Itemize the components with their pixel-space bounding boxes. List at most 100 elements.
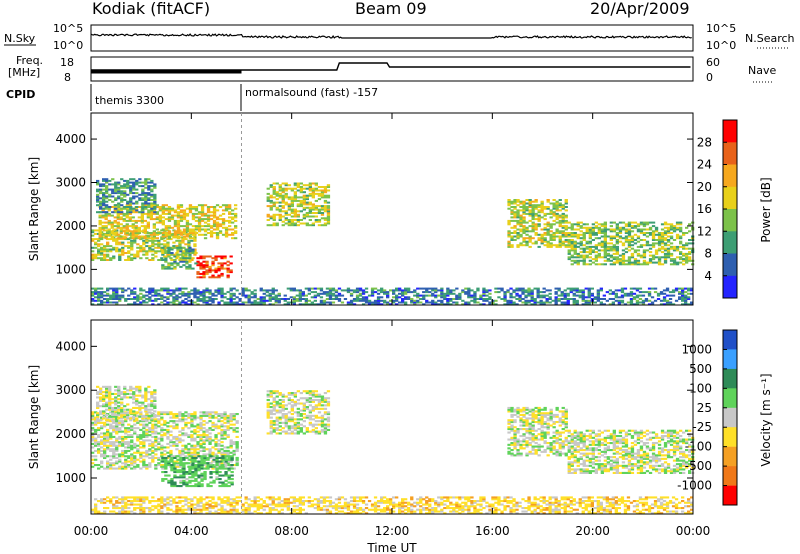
power-cell [621, 221, 626, 224]
velocity-cell [91, 458, 95, 461]
velocity-cell [105, 391, 109, 394]
velocity-cell [208, 449, 212, 452]
power-cell [588, 233, 592, 236]
velocity-cell [106, 448, 110, 451]
velocity-cell [191, 476, 195, 479]
power-cell [648, 226, 653, 229]
power-cell [380, 289, 384, 292]
power-cell [191, 212, 196, 215]
power-cell [105, 188, 109, 191]
power-cell [290, 215, 294, 218]
power-cell [97, 243, 101, 246]
power-cell [215, 223, 220, 226]
power-cell [561, 230, 565, 233]
power-cell [657, 259, 662, 262]
velocity-cell [121, 453, 125, 456]
power-cell [185, 228, 190, 231]
power-cell [395, 303, 399, 306]
velocity-cell [232, 441, 236, 444]
power-cell [137, 216, 141, 219]
power-cell [212, 219, 217, 222]
power-cell [99, 197, 103, 200]
power-cell [132, 195, 136, 198]
power-cell [464, 291, 468, 294]
power-cell [166, 292, 170, 295]
power-cell [540, 206, 544, 208]
cpid-themis-label: themis 3300 [95, 94, 164, 107]
power-cell [176, 262, 180, 265]
power-cell [386, 294, 390, 297]
power-cell [302, 222, 306, 225]
power-cell [593, 298, 597, 300]
power-cell [458, 294, 462, 297]
power-cell [516, 199, 520, 201]
power-cell [546, 223, 550, 226]
power-cell [256, 298, 260, 300]
velocity-cell [117, 405, 121, 408]
power-cell [144, 195, 148, 198]
power-cell [507, 199, 511, 201]
velocity-cell [124, 449, 128, 452]
power-cell [281, 196, 285, 199]
velocity-cell [133, 467, 137, 470]
power-cell [278, 189, 282, 192]
power-cell [112, 294, 116, 297]
power-cell [175, 298, 179, 300]
power-cell [513, 232, 517, 234]
power-cell [229, 299, 233, 302]
velocity-cell [145, 435, 149, 438]
power-cell [128, 225, 132, 228]
power-cell [287, 222, 291, 225]
power-cell [591, 261, 595, 264]
power-cell [173, 235, 178, 238]
power-cell [130, 248, 134, 251]
power-cell [215, 237, 220, 240]
power-cell [182, 216, 187, 219]
power-cell [191, 248, 195, 251]
power-cell [546, 212, 550, 215]
power-cell [671, 303, 676, 306]
power-cell [209, 218, 214, 221]
power-cell [152, 225, 156, 228]
power-cell [488, 292, 492, 295]
power-cell [224, 207, 229, 210]
power-cell [534, 228, 538, 231]
power-cell [648, 254, 653, 257]
power-cell [519, 233, 523, 236]
power-cell [97, 299, 101, 302]
velocity-cell [188, 479, 192, 482]
power-cell [588, 232, 592, 234]
power-cell [645, 242, 650, 245]
velocity-cell [169, 439, 173, 442]
power-cell [636, 237, 641, 240]
power-cell [234, 207, 238, 210]
velocity-cell [203, 471, 207, 474]
power-cell [167, 218, 172, 221]
power-cell [531, 206, 535, 208]
power-cell [188, 232, 193, 234]
power-cell [116, 214, 120, 217]
power-cell [636, 228, 641, 231]
power-cell [205, 303, 209, 306]
velocity-cell [94, 418, 98, 421]
power-cell [220, 289, 224, 292]
velocity-cell [208, 441, 212, 444]
power-cell [317, 194, 322, 197]
velocity-cell [147, 385, 151, 388]
power-cell [188, 257, 192, 260]
power-cell [522, 209, 526, 212]
velocity-cell [111, 413, 115, 416]
power-cell [527, 301, 531, 304]
power-cell [323, 219, 328, 221]
velocity-cell [160, 451, 164, 454]
power-cell [561, 212, 565, 215]
power-cell [546, 245, 550, 248]
power-cell [540, 209, 544, 212]
power-cell [206, 232, 211, 234]
velocity-cell [232, 413, 236, 416]
power-cell [119, 209, 123, 212]
velocity-cell [150, 408, 154, 411]
power-cell [105, 190, 109, 193]
power-cell [672, 225, 677, 228]
